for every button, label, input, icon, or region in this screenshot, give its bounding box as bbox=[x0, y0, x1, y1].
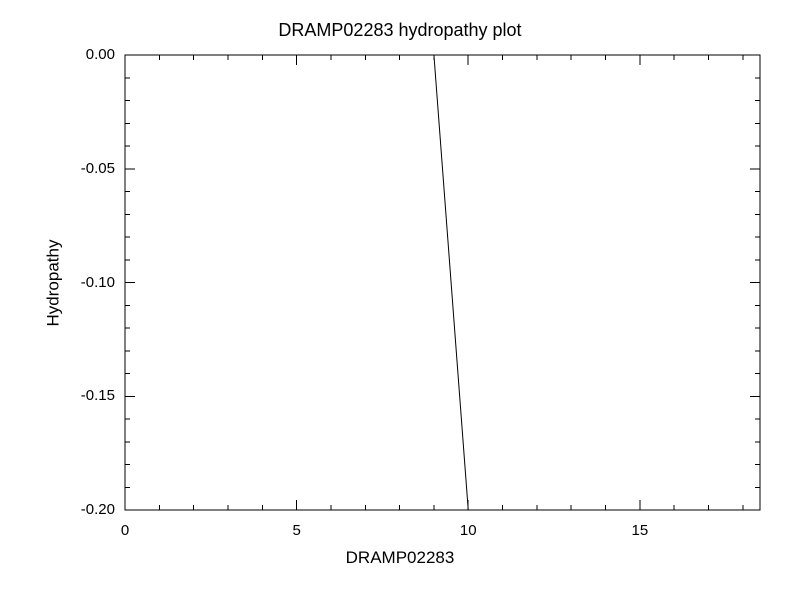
x-tick-label: 15 bbox=[620, 522, 660, 539]
y-tick-label: -0.15 bbox=[81, 387, 115, 404]
y-tick-label: -0.05 bbox=[81, 160, 115, 177]
x-tick-label: 0 bbox=[105, 522, 145, 539]
y-tick-label: 0.00 bbox=[86, 46, 115, 63]
hydropathy-plot: DRAMP02283 hydropathy plot Hydropathy DR… bbox=[0, 0, 800, 600]
y-tick-label: -0.20 bbox=[81, 501, 115, 518]
y-tick-label: -0.10 bbox=[81, 274, 115, 291]
x-tick-label: 10 bbox=[448, 522, 488, 539]
x-tick-label: 5 bbox=[277, 522, 317, 539]
plot-svg bbox=[0, 0, 800, 600]
